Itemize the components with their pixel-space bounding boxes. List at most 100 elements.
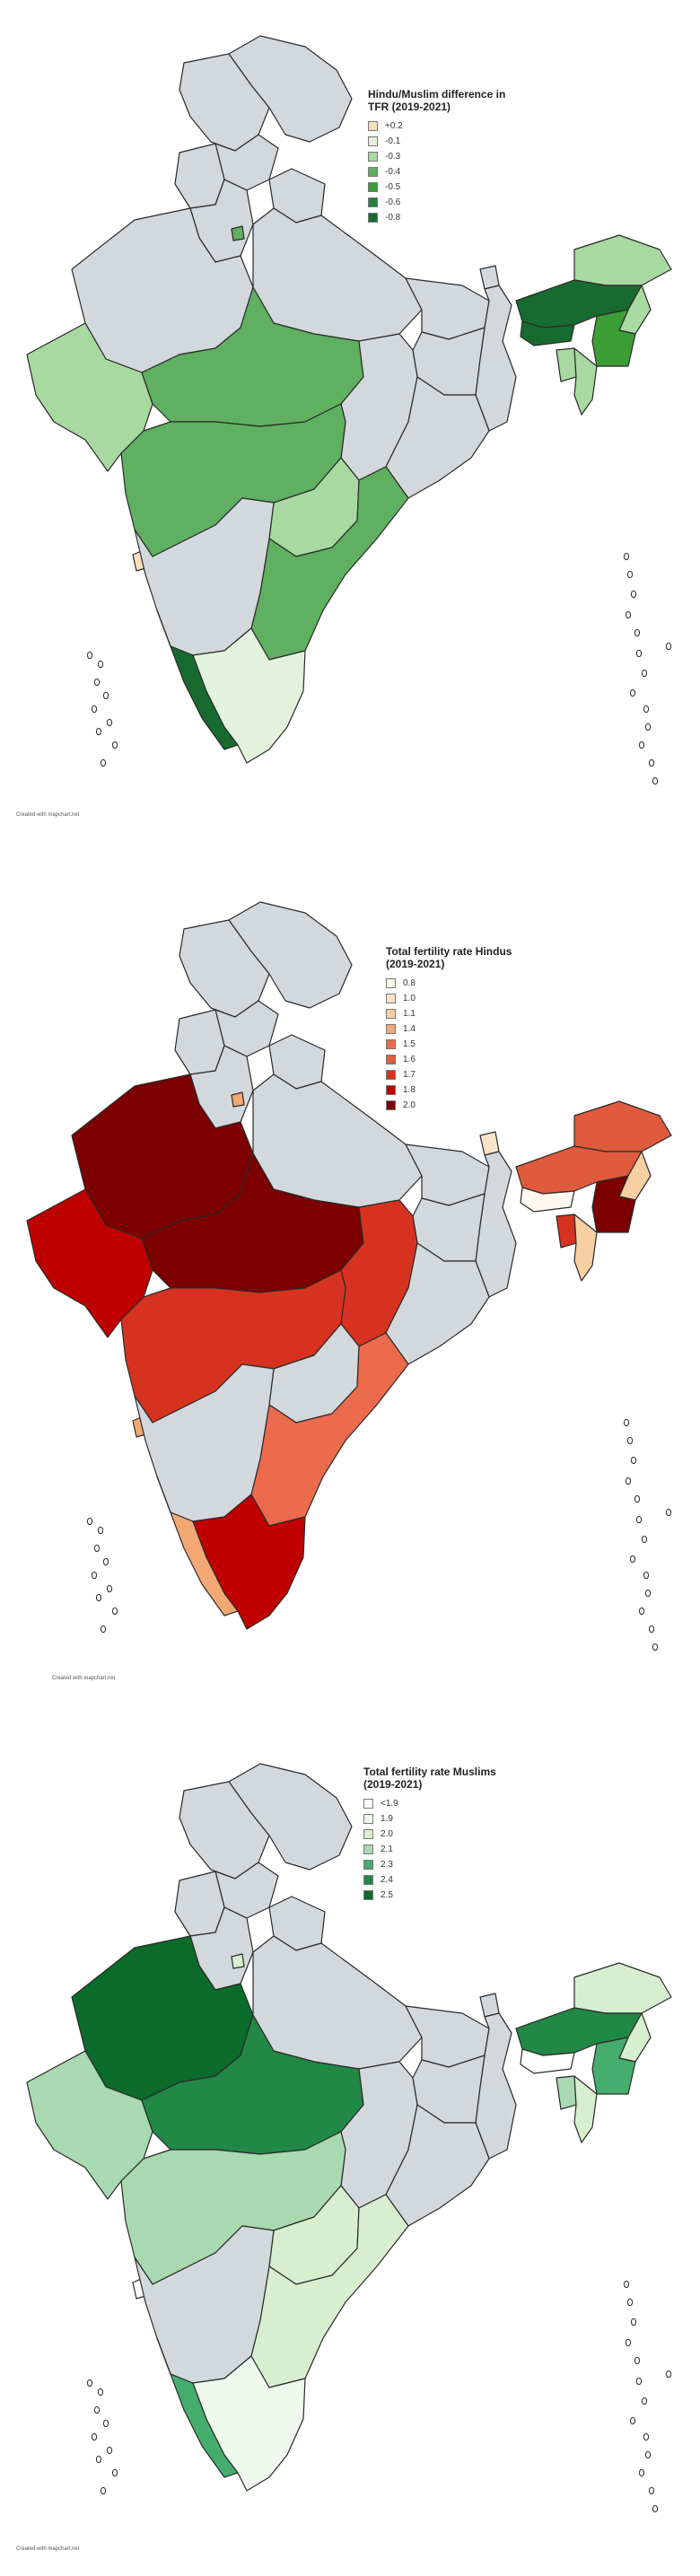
island — [106, 2446, 113, 2455]
legend-swatch — [363, 1814, 373, 1824]
legend-row: -0.1 — [368, 134, 521, 149]
island — [643, 1571, 650, 1580]
state-delhi — [231, 1953, 245, 1969]
legend-title: Total fertility rate Hindus (2019-2021) — [386, 945, 512, 970]
legend-swatch — [386, 1070, 396, 1080]
island — [629, 1555, 636, 1564]
island — [625, 610, 632, 619]
island — [91, 2432, 98, 2441]
island — [111, 740, 118, 749]
island — [652, 2504, 659, 2513]
legend-swatch — [363, 1844, 373, 1854]
island — [635, 649, 643, 658]
legend-label: 1.8 — [403, 1085, 416, 1095]
island — [630, 2318, 637, 2326]
state-odisha — [385, 376, 490, 499]
island — [652, 1643, 659, 1652]
legend-swatch — [368, 197, 378, 207]
island — [630, 1456, 637, 1465]
legend-label: 1.6 — [403, 1055, 416, 1065]
legend-label: 1.9 — [381, 1814, 393, 1824]
island — [93, 2405, 101, 2414]
island — [626, 1436, 634, 1445]
island — [100, 1625, 107, 1634]
legend-swatch — [368, 152, 378, 162]
legend-row: -0.5 — [368, 180, 521, 195]
legend-row: +0.2 — [368, 118, 521, 134]
india-map — [26, 1763, 672, 2513]
legend-swatch — [368, 167, 378, 177]
island — [93, 678, 101, 687]
island — [86, 2379, 93, 2388]
state-wb — [475, 1151, 517, 1298]
island — [106, 718, 113, 727]
state-punjab — [174, 1871, 225, 1937]
island — [102, 691, 109, 700]
legend-swatch — [363, 1829, 373, 1839]
island — [97, 2388, 104, 2396]
state-arunachal — [573, 1100, 672, 1152]
legend-swatch — [368, 182, 378, 192]
legend-row: -0.3 — [368, 149, 521, 164]
legend-label: 2.0 — [381, 1829, 393, 1839]
island — [648, 1625, 655, 1634]
state-tripura — [556, 1214, 577, 1249]
legend-row: 2.4 — [363, 1872, 516, 1888]
state-tn — [192, 1494, 306, 1630]
legend-label: 2.5 — [381, 1890, 393, 1900]
state-punjab — [174, 1009, 225, 1075]
legend-swatch — [368, 136, 378, 146]
map-panel-tfr-muslims: Total fertility rate Muslims (2019-2021)… — [0, 1728, 700, 2572]
state-tn — [192, 2355, 306, 2492]
state-tripura — [556, 347, 577, 382]
map-legend: Hindu/Muslim difference in TFR (2019-202… — [368, 88, 521, 225]
state-manipur — [591, 2037, 636, 2095]
island — [665, 642, 672, 651]
island — [626, 570, 634, 579]
island — [623, 1418, 630, 1427]
island — [638, 740, 645, 749]
island — [665, 2370, 672, 2379]
island — [643, 705, 650, 714]
island — [644, 1589, 652, 1598]
map-panel-tfr-difference: Hindu/Muslim difference in TFR (2019-202… — [0, 0, 700, 844]
state-mizoram — [573, 1214, 598, 1282]
island — [625, 1476, 632, 1485]
island — [629, 688, 636, 697]
island — [91, 1571, 98, 1580]
island — [652, 776, 659, 785]
island — [641, 669, 648, 678]
legend-row: 1.5 — [386, 1037, 538, 1052]
legend-row: 1.8 — [386, 1082, 538, 1098]
legend-title: Hindu/Muslim difference in TFR (2019-202… — [368, 88, 506, 113]
island — [665, 1508, 672, 1517]
legend-row: 2.1 — [363, 1842, 516, 1857]
credit-text: Created with mapchart.net — [16, 812, 80, 818]
legend-label: 1.5 — [403, 1039, 416, 1049]
island — [102, 2419, 109, 2428]
island — [638, 2468, 645, 2477]
legend-label: 0.8 — [403, 978, 416, 988]
legend-items: +0.2 -0.1 -0.3 -0.4 -0.5 -0.6 -0.8 — [368, 118, 521, 225]
legend-row: 1.6 — [386, 1052, 538, 1067]
island — [638, 1607, 645, 1616]
island — [648, 2486, 655, 2495]
legend-label: 1.7 — [403, 1070, 416, 1080]
legend-label: 2.0 — [403, 1100, 416, 1110]
legend-swatch — [363, 1860, 373, 1870]
state-tripura — [556, 2075, 577, 2110]
legend-label: <1.9 — [381, 1799, 398, 1809]
state-odisha — [385, 2104, 490, 2227]
legend-label: 2.4 — [381, 1875, 393, 1885]
island — [111, 1607, 118, 1616]
island — [634, 628, 641, 637]
state-up — [252, 207, 423, 342]
state-meghalaya — [520, 1187, 575, 1213]
legend-items: 0.8 1.0 1.1 1.4 1.5 1.6 1.7 1.8 2.0 — [386, 976, 538, 1113]
map-legend: Total fertility rate Hindus (2019-2021) … — [386, 945, 538, 1113]
legend-label: -0.6 — [385, 197, 401, 207]
legend-label: 1.0 — [403, 994, 416, 1003]
island — [100, 758, 107, 767]
legend-label: -0.8 — [385, 213, 401, 223]
state-up — [252, 1935, 423, 2070]
